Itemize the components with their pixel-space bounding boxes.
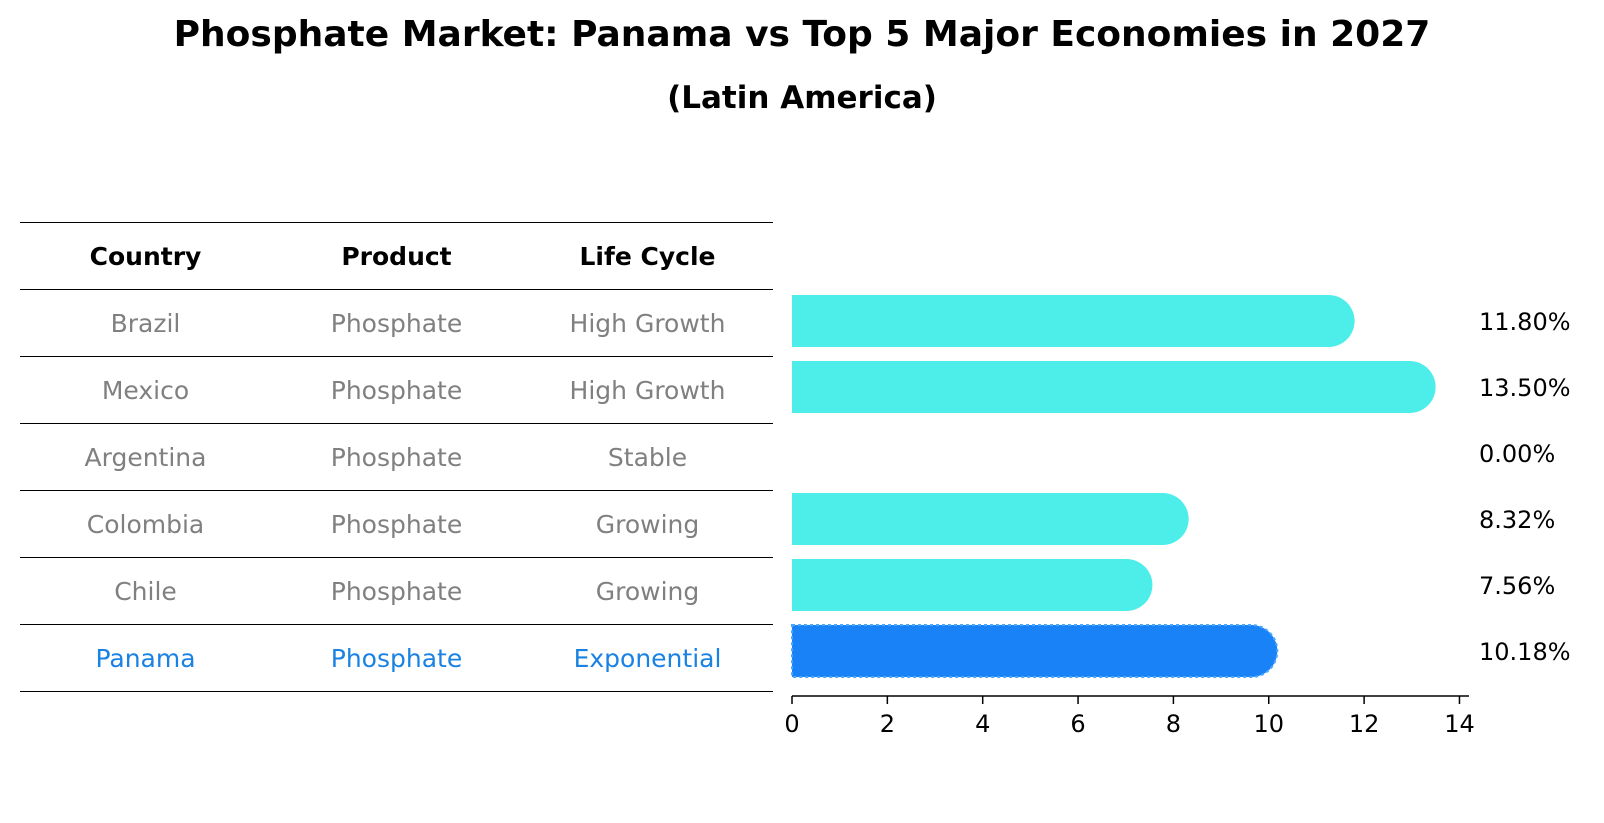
cell-country: Chile (20, 557, 271, 625)
cell-country: Panama (20, 624, 271, 692)
chart-subtitle: (Latin America) (667, 80, 937, 116)
data-label-chile: 7.56% (1479, 572, 1555, 600)
bar-chile (792, 559, 1153, 611)
data-label-brazil: 11.80% (1479, 308, 1571, 336)
table-row: Brazil Phosphate High Growth (20, 289, 773, 357)
data-label-panama: 10.18% (1479, 638, 1571, 666)
x-tick-label: 0 (784, 710, 799, 738)
cell-life-cycle: High Growth (522, 356, 773, 424)
bar-brazil (792, 295, 1355, 347)
x-tick-label: 14 (1444, 710, 1475, 738)
cell-country: Argentina (20, 423, 271, 491)
x-tick-label: 8 (1166, 710, 1181, 738)
cell-product: Phosphate (271, 356, 522, 424)
x-tick-label: 4 (975, 710, 990, 738)
cell-product: Phosphate (271, 624, 522, 692)
cell-life-cycle: Stable (522, 423, 773, 491)
header-country: Country (20, 222, 271, 290)
chart-title: Phosphate Market: Panama vs Top 5 Major … (173, 14, 1431, 55)
cell-product: Phosphate (271, 490, 522, 558)
cell-life-cycle: Growing (522, 490, 773, 558)
table-header-row: Country Product Life Cycle (20, 222, 773, 290)
cell-product: Phosphate (271, 557, 522, 625)
cell-country: Mexico (20, 356, 271, 424)
cell-life-cycle: Growing (522, 557, 773, 625)
cell-product: Phosphate (271, 289, 522, 357)
cell-country: Brazil (20, 289, 271, 357)
cell-life-cycle: High Growth (522, 289, 773, 357)
bar-mexico (792, 361, 1436, 413)
cell-country: Colombia (20, 490, 271, 558)
table-row: Argentina Phosphate Stable (20, 423, 773, 491)
header-life-cycle: Life Cycle (522, 222, 773, 290)
cell-product: Phosphate (271, 423, 522, 491)
data-label-argentina: 0.00% (1479, 440, 1555, 468)
x-tick-label: 10 (1253, 710, 1284, 738)
data-label-colombia: 8.32% (1479, 506, 1555, 534)
cell-life-cycle: Exponential (522, 624, 773, 692)
data-label-mexico: 13.50% (1479, 374, 1571, 402)
table-row: Mexico Phosphate High Growth (20, 356, 773, 424)
x-tick-label: 6 (1070, 710, 1085, 738)
table-row: Chile Phosphate Growing (20, 557, 773, 625)
bar-panama (791, 624, 1279, 678)
data-table: Country Product Life Cycle Brazil Phosph… (20, 222, 773, 692)
x-tick-label: 2 (880, 710, 895, 738)
table-row: Colombia Phosphate Growing (20, 490, 773, 558)
x-tick-label: 12 (1349, 710, 1380, 738)
table-row-highlight: Panama Phosphate Exponential (20, 624, 773, 692)
header-product: Product (271, 222, 522, 290)
bar-colombia (792, 493, 1189, 545)
